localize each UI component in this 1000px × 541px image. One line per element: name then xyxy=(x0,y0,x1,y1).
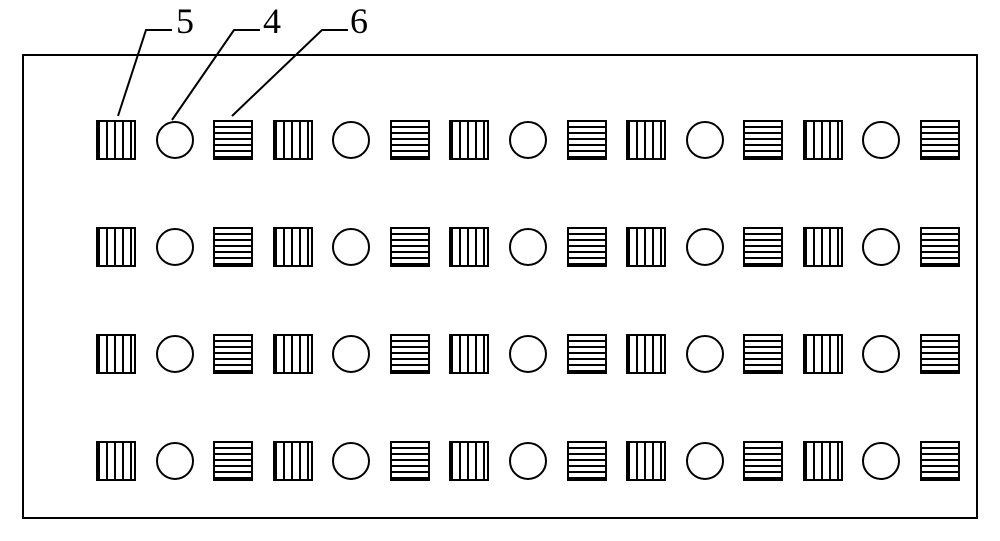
vertical-stripe-square xyxy=(449,227,489,267)
callout-label-5: 5 xyxy=(176,0,194,42)
circle-shape xyxy=(332,335,370,373)
horizontal-stripe-square xyxy=(920,227,960,267)
horizontal-stripe-square xyxy=(567,227,607,267)
horizontal-stripe-square xyxy=(567,334,607,374)
horizontal-stripe-square xyxy=(920,334,960,374)
circle-shape xyxy=(862,228,900,266)
grid-row xyxy=(96,227,960,267)
vertical-stripe-square xyxy=(626,441,666,481)
horizontal-stripe-square xyxy=(920,441,960,481)
vertical-stripe-square xyxy=(626,334,666,374)
grid-row xyxy=(96,120,960,160)
vertical-stripe-square xyxy=(273,441,313,481)
circle-shape xyxy=(509,228,547,266)
horizontal-stripe-square xyxy=(213,227,253,267)
horizontal-stripe-square xyxy=(567,120,607,160)
circle-shape xyxy=(686,442,724,480)
horizontal-stripe-square xyxy=(390,334,430,374)
circle-shape xyxy=(509,121,547,159)
horizontal-stripe-square xyxy=(743,441,783,481)
horizontal-stripe-square xyxy=(213,120,253,160)
grid-row xyxy=(96,334,960,374)
vertical-stripe-square xyxy=(803,120,843,160)
vertical-stripe-square xyxy=(803,227,843,267)
circle-shape xyxy=(156,442,194,480)
vertical-stripe-square xyxy=(273,334,313,374)
vertical-stripe-square xyxy=(626,120,666,160)
horizontal-stripe-square xyxy=(390,227,430,267)
vertical-stripe-square xyxy=(273,227,313,267)
diagram-canvas: 5 4 6 xyxy=(0,0,1000,541)
circle-shape xyxy=(156,121,194,159)
vertical-stripe-square xyxy=(96,227,136,267)
callout-label-4: 4 xyxy=(263,0,281,42)
horizontal-stripe-square xyxy=(390,120,430,160)
shape-grid xyxy=(96,120,960,481)
circle-shape xyxy=(686,228,724,266)
circle-shape xyxy=(862,121,900,159)
circle-shape xyxy=(156,335,194,373)
horizontal-stripe-square xyxy=(390,441,430,481)
horizontal-stripe-square xyxy=(567,441,607,481)
horizontal-stripe-square xyxy=(743,120,783,160)
horizontal-stripe-square xyxy=(743,334,783,374)
vertical-stripe-square xyxy=(626,227,666,267)
circle-shape xyxy=(332,121,370,159)
vertical-stripe-square xyxy=(449,120,489,160)
horizontal-stripe-square xyxy=(920,120,960,160)
vertical-stripe-square xyxy=(803,334,843,374)
horizontal-stripe-square xyxy=(743,227,783,267)
vertical-stripe-square xyxy=(449,441,489,481)
circle-shape xyxy=(156,228,194,266)
vertical-stripe-square xyxy=(96,334,136,374)
horizontal-stripe-square xyxy=(213,441,253,481)
circle-shape xyxy=(332,442,370,480)
callout-label-6: 6 xyxy=(350,0,368,42)
circle-shape xyxy=(686,335,724,373)
vertical-stripe-square xyxy=(96,441,136,481)
vertical-stripe-square xyxy=(803,441,843,481)
circle-shape xyxy=(332,228,370,266)
vertical-stripe-square xyxy=(449,334,489,374)
circle-shape xyxy=(686,121,724,159)
horizontal-stripe-square xyxy=(213,334,253,374)
grid-row xyxy=(96,441,960,481)
circle-shape xyxy=(509,335,547,373)
vertical-stripe-square xyxy=(273,120,313,160)
circle-shape xyxy=(509,442,547,480)
circle-shape xyxy=(862,442,900,480)
circle-shape xyxy=(862,335,900,373)
vertical-stripe-square xyxy=(96,120,136,160)
